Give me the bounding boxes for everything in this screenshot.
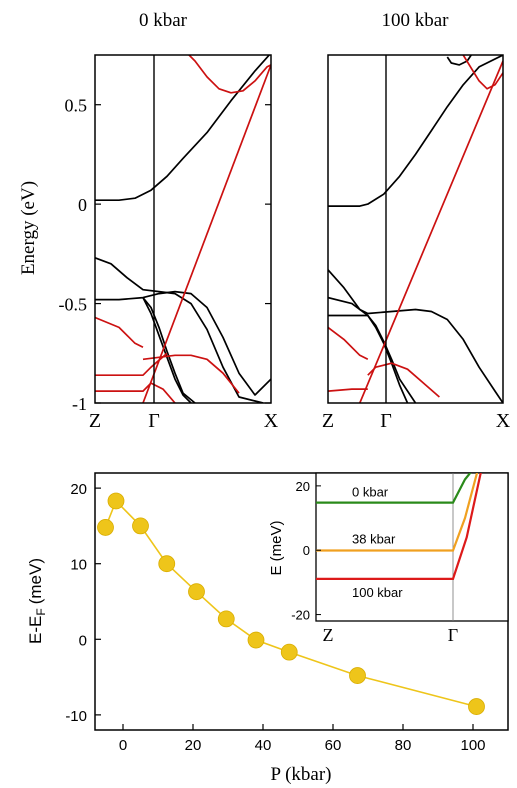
panel-0kbar: 0 kbar Energy (eV) 0.5 0 -0.5 -1 Z Γ X: [18, 10, 279, 432]
inset-ticks: 20 0 -20 Z Γ: [291, 479, 458, 645]
p4-ytick-label-2: -20: [291, 608, 310, 623]
p2-band-5: [328, 326, 369, 361]
p1-band-9: [142, 64, 271, 403]
p3-point-1: [107, 492, 125, 510]
p4-xtick-label-1: Γ: [448, 625, 458, 645]
p4-xtick-label-0: Z: [323, 625, 334, 645]
p2-band-8: [359, 60, 503, 403]
p1-band-group: [95, 55, 271, 403]
p2-band-3: [328, 314, 417, 403]
p2-band-7: [328, 388, 368, 392]
p3-xtick-label-3: 60: [325, 737, 342, 754]
p1-ytick-label-3: -1: [72, 394, 87, 414]
p2-band-2: [328, 296, 409, 403]
p4-ytick-label-1: 0: [303, 543, 310, 558]
p3-point-6: [247, 631, 265, 649]
p4-line-1: [316, 473, 479, 552]
p2-band-9: [462, 55, 503, 90]
inset-series-labels: 0 kbar 38 kbar 100 kbar: [352, 485, 403, 600]
p2-xtick-label-2: X: [496, 410, 511, 432]
p1-band-2: [95, 290, 271, 396]
p1-xtick-label-0: Z: [89, 410, 101, 432]
p3-point-0: [97, 519, 114, 536]
panel-100kbar-title: 100 kbar: [381, 10, 449, 31]
p2-xtick-label-1: Γ: [380, 410, 392, 432]
p3-point-9: [468, 698, 485, 715]
p3-ytick-label-1: 10: [70, 557, 87, 574]
p4-line-group: [316, 473, 482, 581]
p1-band-4: [142, 297, 196, 403]
p2-band-6: [367, 362, 440, 398]
p2-band-4: [446, 55, 472, 66]
p3-line: [104, 499, 477, 708]
pressure-series: [97, 492, 485, 715]
p3-point-2: [132, 517, 149, 535]
p4-series-label-1: 38 kbar: [352, 532, 396, 547]
p3-point-4: [188, 583, 205, 601]
p3-xtick-label-2: 40: [255, 737, 272, 754]
panel-0kbar-title: 0 kbar: [139, 10, 188, 31]
p3-xtick-label-4: 80: [395, 737, 412, 754]
p1-ytick-label-2: -0.5: [59, 295, 88, 315]
panel-0kbar-yticks: 0.5 0 -0.5 -1: [59, 96, 271, 414]
energy-fermi-axis-label: E-EF(meV): [26, 558, 48, 644]
panel-0kbar-series: [95, 55, 271, 403]
inset-frame: [315, 472, 509, 622]
p1-band-10: [187, 55, 271, 94]
p3-point-3: [158, 555, 176, 573]
p1-ytick-label-1: 0: [78, 195, 87, 215]
panel-0kbar-frame: [94, 54, 272, 404]
p1-ytick-label-0: 0.5: [65, 96, 88, 116]
p2-band-0: [328, 55, 503, 207]
p3-point-5: [217, 610, 235, 628]
p4-series-label-2: 100 kbar: [352, 585, 403, 600]
inset: 20 0 -20 Z Γ E (meV) 0 kbar 38 kbar 100 kbar: [268, 472, 509, 645]
panel-100kbar-frame: [327, 54, 504, 404]
p1-xtick-label-1: Γ: [148, 410, 160, 432]
p1-xtick-label-2: X: [264, 410, 279, 432]
p3-ytick-label-2: 0: [79, 632, 87, 649]
p2-band-1: [328, 269, 503, 403]
inset-y-label: E (meV): [268, 520, 285, 575]
p3-xtick-label-1: 20: [185, 737, 202, 754]
p3-point-7: [280, 643, 298, 661]
p4-ytick-label-0: 20: [296, 479, 310, 494]
p2-band-group: [328, 55, 503, 403]
p1-band-5: [95, 316, 144, 349]
p1-band-7: [95, 352, 168, 377]
p1-band-8: [95, 382, 176, 403]
svg-text:E-EF(meV): E-EF(meV): [26, 558, 48, 644]
p4-line-2: [316, 473, 482, 581]
p3-ytick-label-0: 20: [70, 481, 87, 498]
panel-100kbar: 100 kbar Z Γ X: [322, 10, 511, 432]
p4-series-label-0: 0 kbar: [352, 485, 389, 500]
p3-point-8: [349, 667, 366, 684]
inset-series: [316, 473, 482, 581]
pressure-axis-label: P (kbar): [270, 764, 331, 785]
p3-xtick-label-0: 0: [119, 737, 127, 754]
p4-line-0: [316, 473, 472, 504]
energy-axis-label: Energy (eV): [18, 181, 39, 275]
p3-ytick-label-3: -10: [65, 708, 87, 725]
panel-100kbar-series: [328, 55, 503, 403]
p1-band-6: [142, 354, 240, 394]
p1-band-0: [95, 55, 271, 202]
p1-band-3: [142, 297, 192, 403]
p3-xtick-label-5: 100: [460, 737, 485, 754]
p2-xtick-label-0: Z: [322, 410, 334, 432]
